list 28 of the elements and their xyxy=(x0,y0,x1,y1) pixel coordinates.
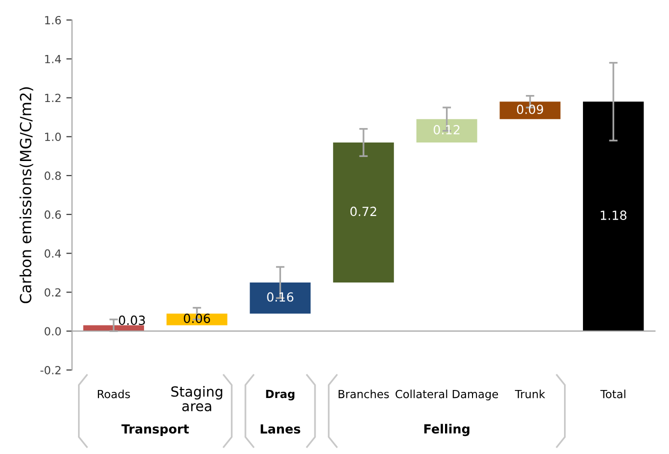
text: Lanes xyxy=(260,424,300,434)
data-label: 0.12 xyxy=(434,125,460,134)
y-tick-label: 1.4 xyxy=(45,55,61,64)
data-label: 0.03 xyxy=(118,316,145,326)
y-tick-label: 1.6 xyxy=(45,16,61,24)
x-tick-label: Roads xyxy=(98,390,130,398)
data-label: 1.18 xyxy=(600,210,626,220)
data-label: 0.06 xyxy=(184,314,210,324)
y-tick-label: 0.4 xyxy=(44,249,61,258)
y-tick-label: 0.2 xyxy=(44,288,60,297)
x-tick-label: Trunk xyxy=(514,390,546,398)
y-tick-label: 0.8 xyxy=(44,172,61,180)
text: Transport xyxy=(121,424,189,436)
x-tick-label: Collateral Damage xyxy=(396,390,498,400)
y-tick-label: 0.0 xyxy=(44,327,61,336)
y-tick-label: -0.2 xyxy=(40,366,60,374)
x-tick-label: Drag xyxy=(266,390,294,400)
x-tick-label: Staging area xyxy=(171,386,222,412)
data-label: 0.09 xyxy=(516,104,544,114)
data-label: 0.72 xyxy=(350,206,376,216)
x-tick-label: Total xyxy=(600,390,626,398)
y-tick-label: 1.2 xyxy=(45,94,60,102)
y-axis-title: Carbon emissions(MG/C/m2) xyxy=(20,87,34,304)
y-tick-label: 0.6 xyxy=(44,210,61,219)
text: Felling xyxy=(424,424,470,436)
x-tick-label: Branches xyxy=(338,390,389,398)
data-label: 0.16 xyxy=(267,292,294,302)
y-tick-label: 1.0 xyxy=(45,132,61,142)
